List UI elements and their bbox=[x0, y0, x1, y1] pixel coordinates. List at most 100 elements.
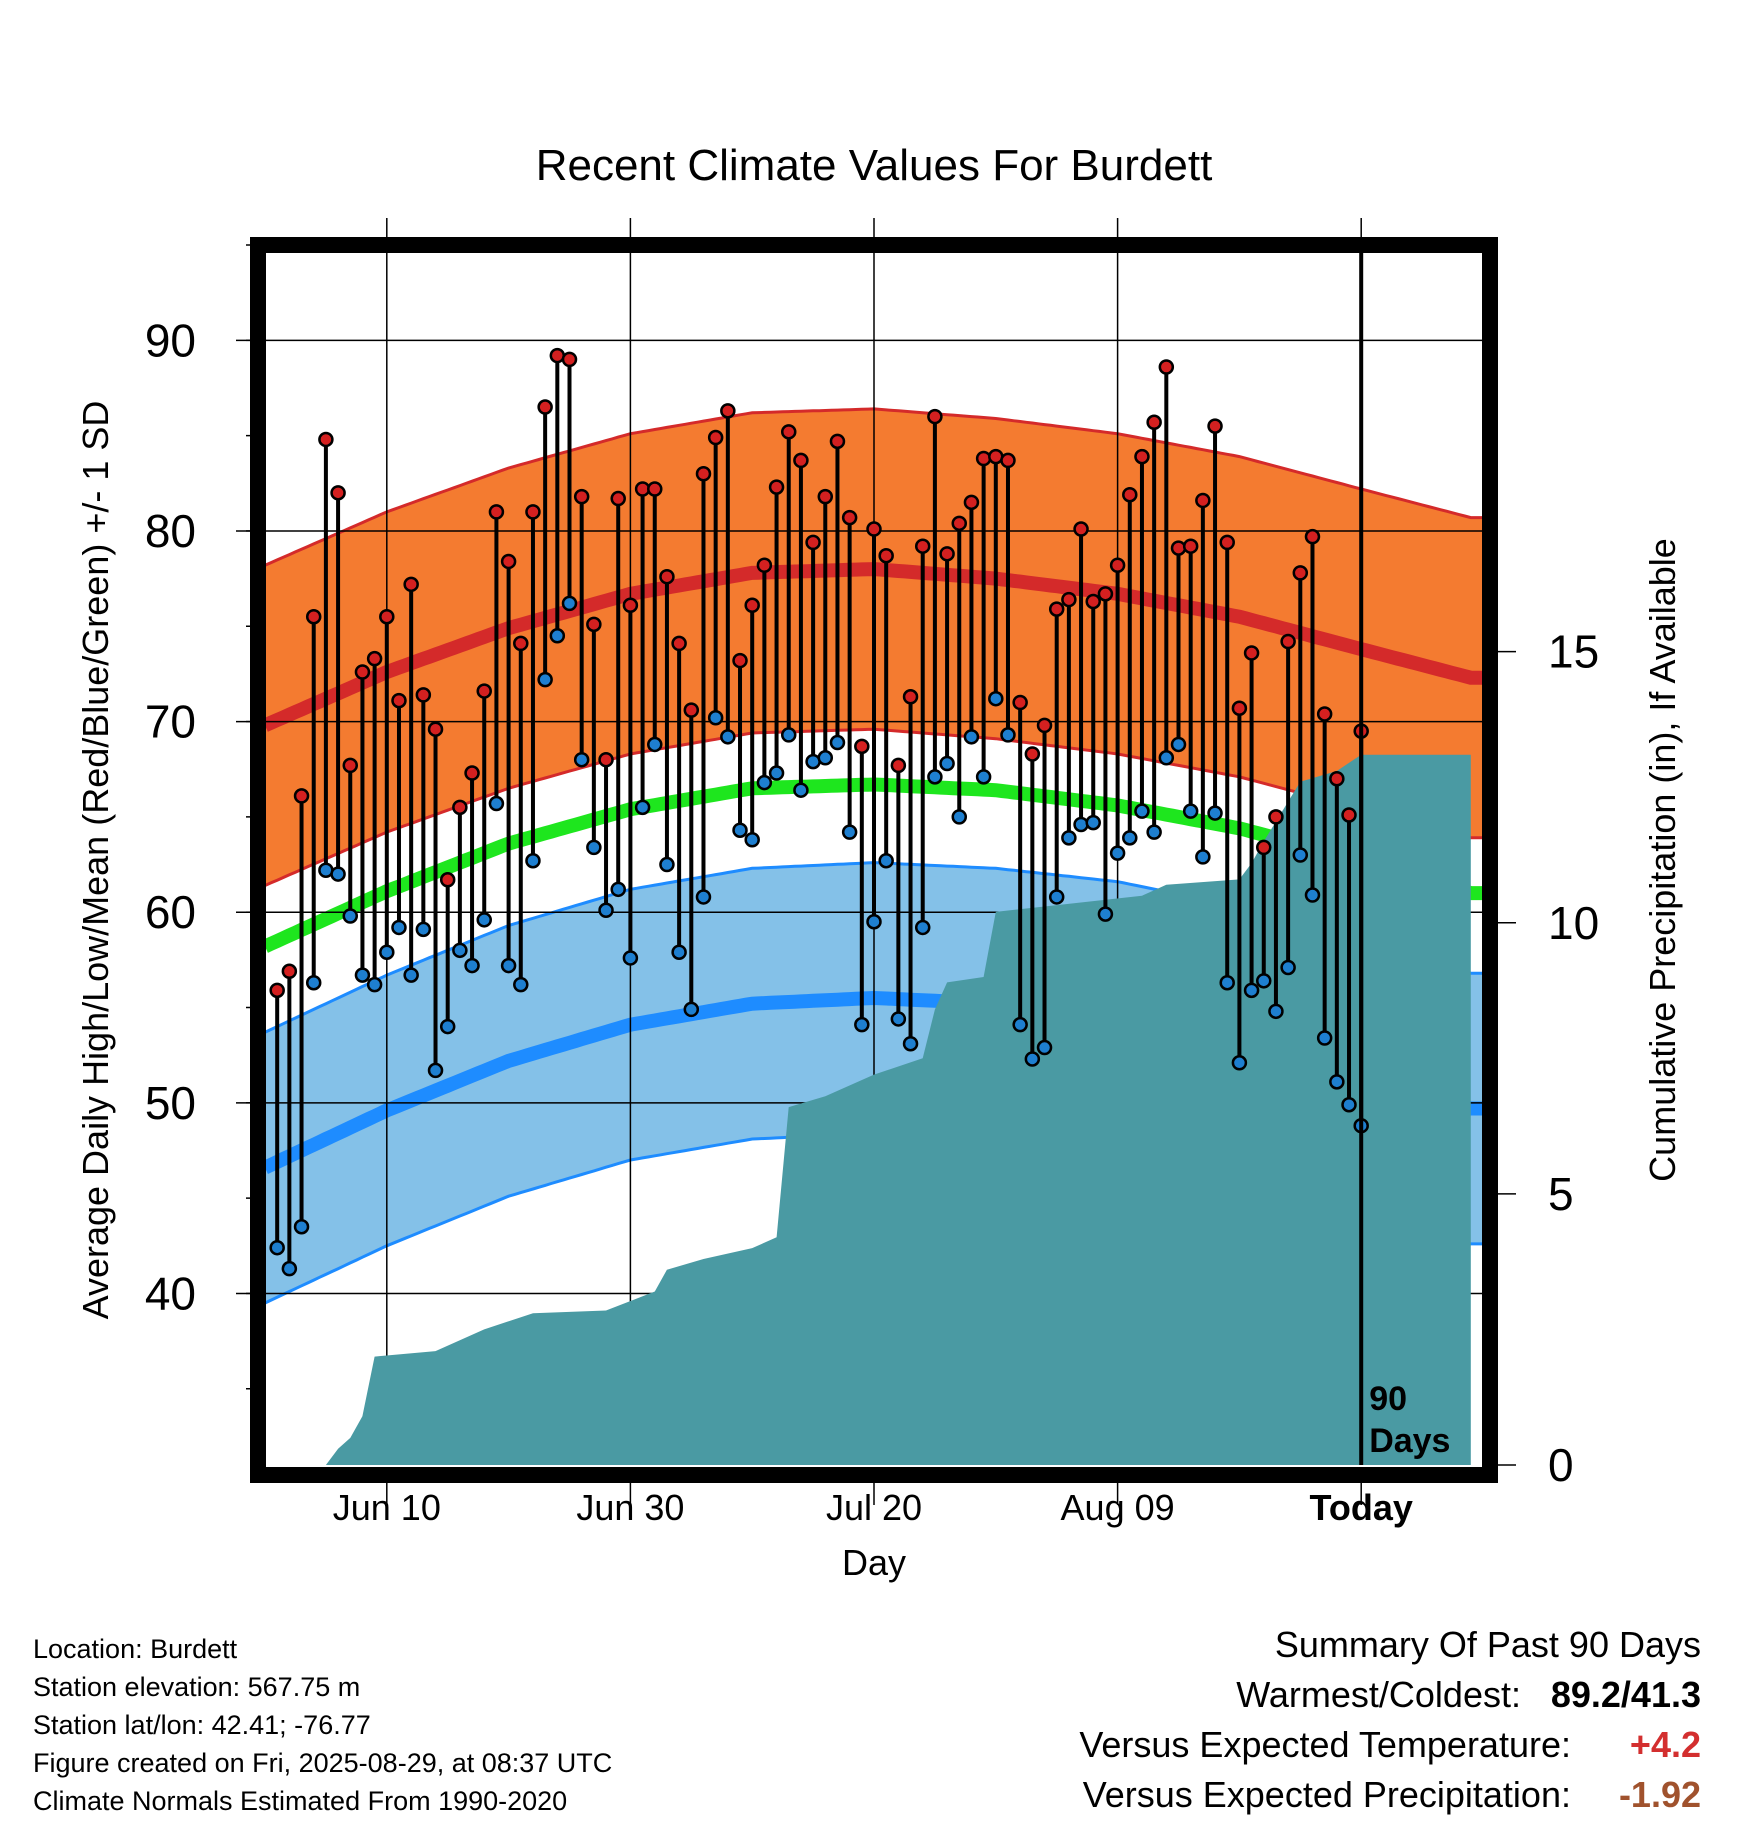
daily-high-point bbox=[817, 488, 834, 505]
daily-high-point bbox=[439, 872, 456, 888]
daily-high-point bbox=[744, 597, 760, 614]
daily-high-point bbox=[975, 450, 992, 467]
daily-low-point bbox=[975, 769, 992, 785]
daily-low-point bbox=[732, 822, 748, 838]
y-left-tick-label: 60 bbox=[145, 886, 196, 938]
daily-high-point bbox=[1048, 601, 1065, 617]
daily-high-point bbox=[476, 683, 492, 699]
daily-low-point bbox=[744, 832, 760, 848]
daily-low-point bbox=[634, 799, 651, 816]
daily-high-point bbox=[1122, 486, 1138, 503]
daily-high-point bbox=[939, 546, 955, 562]
daily-low-point bbox=[756, 774, 773, 791]
daily-low-point bbox=[890, 1011, 907, 1027]
y-axis-left: 40 50 60 70 80 90 bbox=[145, 244, 258, 1390]
daily-low-point bbox=[1000, 727, 1016, 743]
warmest-coldest-label: Warmest/Coldest: bbox=[1236, 1674, 1521, 1715]
daily-low-point bbox=[1219, 974, 1235, 991]
normals-text: Climate Normals Estimated From 1990-2020 bbox=[33, 1786, 568, 1816]
daily-low-point bbox=[500, 957, 517, 974]
daily-low-point bbox=[659, 856, 675, 873]
daily-high-point bbox=[1036, 717, 1053, 734]
temp-anomaly-label: Versus Expected Temperature: bbox=[1079, 1724, 1571, 1765]
daily-high-point bbox=[951, 515, 968, 532]
warmest-coldest-value: 89.2/41.3 bbox=[1550, 1674, 1701, 1715]
x-tick-label: Aug 09 bbox=[1061, 1487, 1175, 1528]
daily-low-point bbox=[610, 881, 626, 898]
daily-low-point bbox=[452, 942, 468, 959]
daily-high-point bbox=[829, 433, 846, 450]
today-marker-label-line1: 90 bbox=[1369, 1380, 1407, 1418]
daily-low-point bbox=[1195, 849, 1211, 865]
daily-low-point bbox=[379, 944, 395, 960]
daily-high-point bbox=[573, 488, 590, 505]
temp-anomaly-row: Versus Expected Temperature: +4.2 bbox=[1079, 1720, 1701, 1770]
daily-high-point bbox=[1280, 633, 1296, 650]
daily-low-point bbox=[1073, 816, 1089, 833]
daily-high-point bbox=[1268, 809, 1284, 825]
y-left-tick-label: 90 bbox=[145, 314, 196, 366]
precipitation-area bbox=[325, 754, 1471, 1465]
daily-high-point bbox=[488, 504, 505, 520]
daily-high-point bbox=[561, 351, 578, 368]
daily-high-point bbox=[1000, 452, 1016, 469]
daily-high-point bbox=[671, 635, 687, 652]
daily-low-point bbox=[439, 1018, 456, 1035]
daily-low-point bbox=[561, 595, 578, 612]
daily-low-point bbox=[269, 1239, 285, 1256]
daily-high-point bbox=[756, 557, 773, 573]
daily-high-point bbox=[1329, 771, 1345, 787]
daily-low-point bbox=[1304, 887, 1321, 903]
daily-high-point bbox=[963, 494, 980, 511]
daily-high-point bbox=[305, 608, 322, 625]
daily-high-point bbox=[366, 650, 383, 667]
daily-high-point bbox=[513, 635, 529, 652]
daily-high-point bbox=[914, 538, 931, 554]
daily-high-point bbox=[354, 664, 371, 680]
daily-low-point bbox=[1048, 889, 1065, 905]
daily-high-point bbox=[293, 788, 310, 804]
daily-low-point bbox=[464, 957, 480, 974]
daily-low-point bbox=[488, 795, 505, 812]
daily-high-point bbox=[647, 481, 663, 497]
daily-low-point bbox=[598, 902, 614, 919]
y-axis-left-label: Average Daily High/Low/Mean (Red/Blue/Gr… bbox=[75, 401, 116, 1320]
daily-high-point bbox=[1195, 492, 1211, 509]
latlon-text: Station lat/lon: 42.41; -76.77 bbox=[33, 1710, 371, 1740]
daily-low-point bbox=[476, 912, 492, 928]
daily-high-point bbox=[1012, 694, 1028, 711]
cumulative-precip-area bbox=[325, 754, 1471, 1465]
daily-low-point bbox=[391, 919, 407, 936]
daily-high-point bbox=[1341, 807, 1357, 823]
daily-low-point bbox=[683, 1001, 700, 1018]
y-axis-right-label: Cumulative Precipitation (in), If Availa… bbox=[1642, 538, 1683, 1182]
daily-low-point bbox=[951, 809, 968, 825]
summary-panel: Summary Of Past 90 Days Warmest/Coldest:… bbox=[1079, 1620, 1701, 1820]
daily-high-point bbox=[1231, 700, 1248, 716]
daily-low-point bbox=[780, 727, 797, 743]
daily-high-point bbox=[1158, 359, 1175, 375]
daily-high-point bbox=[1304, 528, 1321, 545]
y-right-tick-label: 0 bbox=[1548, 1439, 1574, 1491]
daily-high-point bbox=[1073, 521, 1089, 537]
daily-high-point bbox=[1097, 586, 1114, 602]
daily-low-point bbox=[427, 1062, 444, 1079]
daily-high-point bbox=[1085, 593, 1101, 610]
daily-high-point bbox=[1134, 448, 1150, 465]
daily-low-point bbox=[1292, 847, 1309, 863]
daily-low-point bbox=[1061, 830, 1077, 846]
daily-high-point bbox=[452, 799, 468, 816]
daily-high-point bbox=[720, 403, 736, 419]
daily-high-point bbox=[890, 757, 907, 774]
daily-low-point bbox=[549, 628, 566, 644]
daily-high-point bbox=[1146, 414, 1162, 431]
climate-chart: Recent Climate Values For Burdett 90 Day… bbox=[75, 141, 1683, 1583]
daily-low-point bbox=[513, 976, 529, 993]
daily-high-point bbox=[927, 408, 943, 425]
x-axis: Jun 10 Jun 30 Jul 20 Aug 09 Today bbox=[333, 218, 1413, 1528]
daily-low-point bbox=[768, 765, 785, 781]
daily-high-point bbox=[537, 399, 553, 415]
daily-low-point bbox=[1158, 750, 1175, 766]
daily-low-point bbox=[342, 908, 359, 924]
daily-low-point bbox=[1170, 736, 1187, 753]
